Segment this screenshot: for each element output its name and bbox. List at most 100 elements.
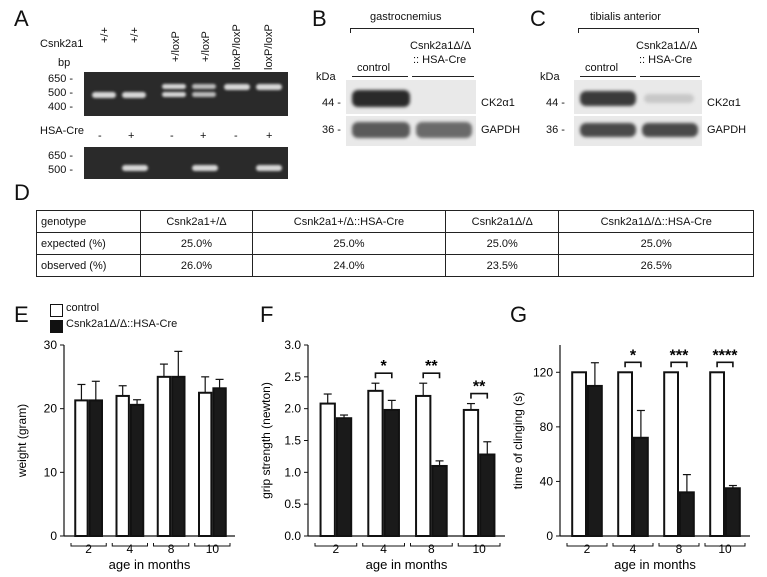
x-category-bracket [111,543,148,547]
legend-swatch-mutant [50,320,63,333]
bar [171,375,186,538]
x-category-bracket [362,543,405,547]
table-cell: 23.5% [444,254,560,277]
mw-36-c: 36 - [546,124,565,136]
x-tick-label: 4 [380,542,387,556]
x-tick-label: 2 [85,542,92,556]
legend-label-control: control [66,302,100,314]
significance-label: **** [713,347,739,364]
gel-top [84,72,288,116]
significance-bracket [422,372,441,379]
hsacre-sign-1: - [98,130,102,142]
table-cell: 26.0% [140,254,253,277]
y-tick-label: 0.5 [284,497,301,511]
blot-gapdh-c [574,116,702,146]
x-category-bracket [704,543,746,547]
table-row: expected (%) 25.0% 25.0% 25.0% 25.0% [36,232,754,255]
x-category-bracket [194,543,231,547]
chart-grip-strength: 0.0 0.5 1.0 1.5 2.0 2.5 3.0 grip strength (newt… [259,338,505,572]
y-tick-label: 40 [540,474,554,488]
bar [571,371,588,537]
marker-500-bottom: 500 - [48,164,74,176]
bar [129,403,145,538]
legend-swatch-control [50,304,63,317]
hsacre-label: HSA-Cre [40,125,85,137]
mutant-label-b1: Csnk2a1Δ/Δ [410,40,472,52]
bar [587,384,603,537]
y-tick-label: 120 [533,365,553,379]
band-label-gapdh-c: GAPDH [707,124,747,136]
kda-label-b: kDa [316,71,336,83]
mutant-label-c1: Csnk2a1Δ/Δ [636,40,698,52]
chart-clinging: 0 40 80 120 time of clinging (s) 2 4 * 8 *** 10 ***… [511,345,750,572]
x-axis-title: age in months [366,557,448,572]
panel-letter-d: D [14,180,30,205]
bar [88,399,103,538]
bar [633,436,649,537]
bar [725,487,741,537]
table-header-cell: genotype [36,210,141,233]
table-cell: 24.0% [251,254,446,277]
significance-bracket [624,361,642,368]
blot-gapdh-b [346,116,476,146]
significance-bracket [374,372,393,379]
significance-label: ** [425,358,438,375]
marker-500-top: 500 - [48,87,74,99]
significance-label: *** [670,347,689,364]
hsacre-sign-5: - [234,130,238,142]
panel-letter-b: B [312,6,327,31]
bar [431,464,448,538]
mutant-label-b2: :: HSA-Cre [413,54,467,66]
bar [479,453,496,537]
y-axis-title: weight (gram) [15,404,29,478]
chart-weight: 0 10 20 30 weight (gram) 2 4 8 10 age in months [15,338,235,572]
bar [617,371,634,537]
table-header-row: genotype Csnk2a1+/Δ Csnk2a1+/Δ::HSA-Cre … [36,210,754,233]
bar [74,399,89,538]
mw-44-b: 44 - [322,97,341,109]
y-tick-label: 3.0 [284,338,301,352]
bar [212,387,227,537]
x-category-bracket [314,543,358,547]
bar [367,389,384,537]
bar [156,375,172,538]
x-tick-label: 10 [472,542,486,556]
x-category-bracket [612,543,654,547]
blot-ck2-c [574,80,702,114]
bar [462,408,480,537]
panel-letter-a: A [14,6,29,31]
x-tick-label: 4 [630,542,637,556]
kda-label-c: kDa [540,71,560,83]
y-tick-label: 0 [50,529,57,543]
marker-650-bottom: 650 - [48,150,74,162]
bar [415,394,432,537]
bar [383,408,400,537]
band-label-gapdh-b: GAPDH [481,124,521,136]
y-tick-label: 10 [44,465,58,479]
significance-bracket [716,361,734,368]
hsacre-sign-3: - [170,130,174,142]
x-category-bracket [658,543,700,547]
y-tick-label: 0.0 [284,529,301,543]
table-row: observed (%) 26.0% 24.0% 23.5% 26.5% [36,254,754,277]
x-category-bracket [566,543,608,547]
mw-44-c: 44 - [546,97,565,109]
x-axis-title: age in months [614,557,696,572]
x-tick-label: 2 [584,542,591,556]
y-tick-label: 20 [44,402,58,416]
tissue-label-c: tibialis anterior [590,11,661,23]
control-label-b: control [357,62,391,74]
x-category-bracket [457,543,501,547]
marker-400-top: 400 - [48,101,74,113]
band-label-ck2-c: CK2α1 [707,97,741,109]
bar [319,402,336,537]
y-tick-label: 30 [44,338,58,352]
marker-650-top: 650 - [48,73,74,85]
bar [335,417,353,538]
control-label-c: control [585,62,619,74]
hsacre-sign-2: + [128,130,135,142]
x-category-bracket [410,543,453,547]
significance-bracket [470,392,489,399]
hsacre-sign-6: + [266,130,273,142]
